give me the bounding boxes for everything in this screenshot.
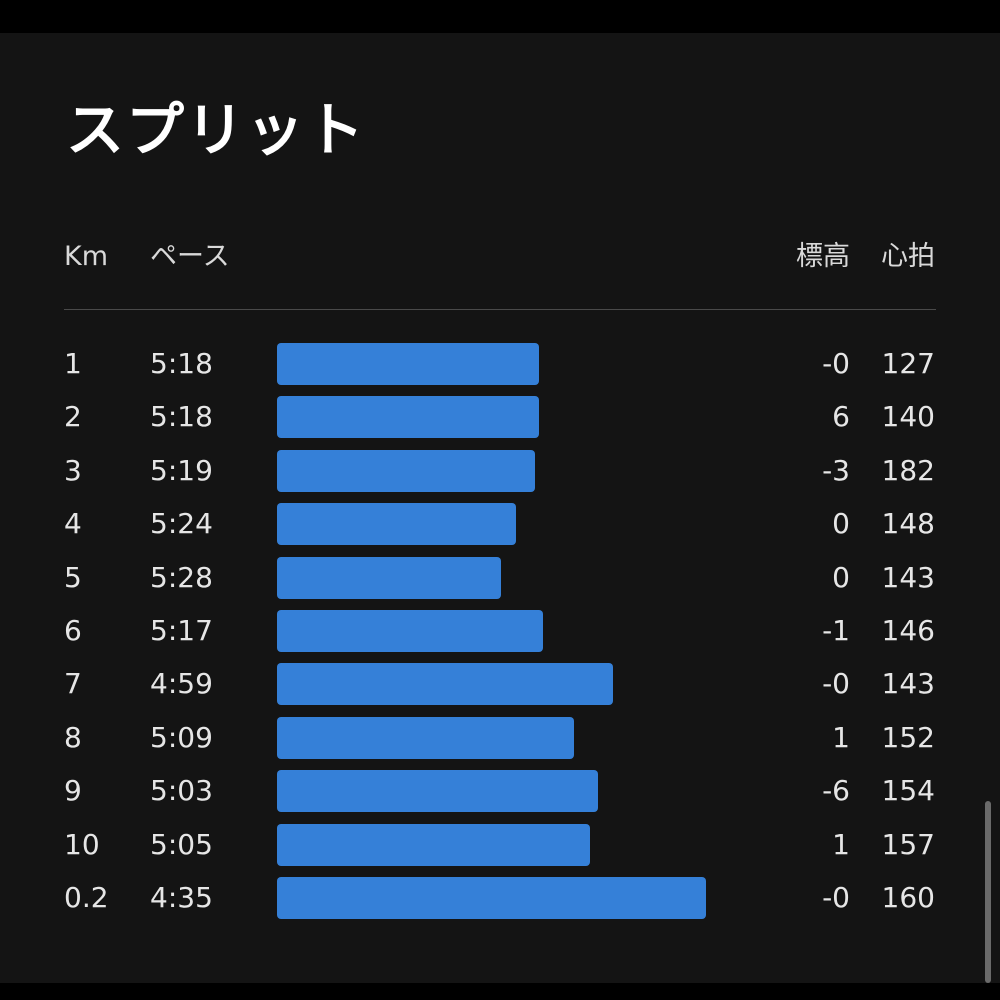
split-heart-rate: 146	[881, 613, 935, 647]
pace-bar	[277, 503, 516, 546]
split-elevation: -1	[822, 613, 850, 647]
split-row: 2 5:18 6 140	[0, 396, 1000, 449]
split-elevation: -0	[822, 667, 850, 701]
split-pace: 5:03	[150, 774, 213, 808]
split-elevation: 0	[832, 560, 850, 594]
pace-bar	[277, 876, 706, 919]
split-elevation: 6	[832, 400, 850, 434]
split-row: 1 5:18 -0 127	[0, 343, 1000, 396]
split-pace: 5:19	[150, 453, 213, 487]
split-pace: 5:18	[150, 347, 213, 380]
split-elevation: 1	[832, 827, 850, 861]
split-row: 4 5:24 0 148	[0, 503, 1000, 556]
pace-bar	[277, 449, 536, 492]
split-elevation: -0	[822, 347, 850, 380]
split-pace: 5:28	[150, 560, 213, 594]
split-heart-rate: 143	[881, 560, 935, 594]
split-km: 4	[64, 507, 82, 541]
split-elevation: -3	[822, 453, 850, 487]
scrollbar[interactable]	[985, 801, 991, 983]
split-km: 3	[64, 453, 82, 487]
split-heart-rate: 154	[881, 774, 935, 808]
splits-list: 1 5:18 -0 127 2 5:18 6 140 3 5:19 -3 182 4 5:24 0 148 5 5…	[0, 343, 1000, 930]
pace-bar	[277, 609, 544, 652]
split-pace: 5:09	[150, 720, 213, 754]
split-km: 9	[64, 774, 82, 808]
split-row: 5 5:28 0 143	[0, 556, 1000, 610]
split-elevation: 1	[832, 720, 850, 754]
split-pace: 4:59	[150, 667, 213, 701]
split-heart-rate: 148	[881, 507, 935, 541]
pace-bar	[277, 823, 590, 866]
split-heart-rate: 160	[881, 880, 935, 914]
split-elevation: 0	[832, 507, 850, 541]
split-row: 7 4:59 -0 143	[0, 663, 1000, 716]
split-row: 8 5:09 1 152	[0, 716, 1000, 770]
split-heart-rate: 127	[881, 347, 935, 380]
split-row: 9 5:03 -6 154	[0, 770, 1000, 823]
split-row: 0.2 4:35 -0 160	[0, 876, 1000, 930]
column-header-pace: ペース	[150, 241, 230, 272]
split-pace: 5:18	[150, 400, 213, 434]
split-km: 2	[64, 400, 82, 434]
split-row: 3 5:19 -3 182	[0, 449, 1000, 503]
split-row: 10 5:05 1 157	[0, 823, 1000, 877]
split-pace: 5:17	[150, 613, 213, 647]
split-pace: 5:05	[150, 827, 213, 861]
split-pace: 4:35	[150, 880, 213, 914]
split-km: 5	[64, 560, 82, 594]
header-divider	[64, 309, 936, 310]
pace-bar	[277, 343, 540, 385]
pace-bar	[277, 396, 540, 439]
split-km: 7	[64, 667, 82, 701]
pace-bar	[277, 556, 501, 599]
split-heart-rate: 140	[881, 400, 935, 434]
column-header-elevation: 標高	[796, 241, 850, 272]
page-title: スプリット	[66, 96, 367, 164]
split-elevation: -0	[822, 880, 850, 914]
pace-bar	[277, 663, 613, 706]
split-heart-rate: 143	[881, 667, 935, 701]
split-km: 0.2	[64, 880, 109, 914]
split-heart-rate: 152	[881, 720, 935, 754]
split-km: 10	[64, 827, 100, 861]
column-header-heart-rate: 心拍	[881, 241, 935, 272]
pace-bar	[277, 770, 598, 813]
split-heart-rate: 157	[881, 827, 935, 861]
splits-panel: スプリット Km ペース 標高 心拍 1 5:18 -0 127 2 5:18 6 140 3 5…	[0, 33, 1000, 983]
pace-bar	[277, 716, 575, 759]
split-pace: 5:24	[150, 507, 213, 541]
split-km: 6	[64, 613, 82, 647]
split-km: 8	[64, 720, 82, 754]
column-header-km: Km	[64, 241, 109, 272]
split-heart-rate: 182	[881, 453, 935, 487]
split-km: 1	[64, 347, 82, 380]
split-elevation: -6	[822, 774, 850, 808]
split-row: 6 5:17 -1 146	[0, 609, 1000, 663]
